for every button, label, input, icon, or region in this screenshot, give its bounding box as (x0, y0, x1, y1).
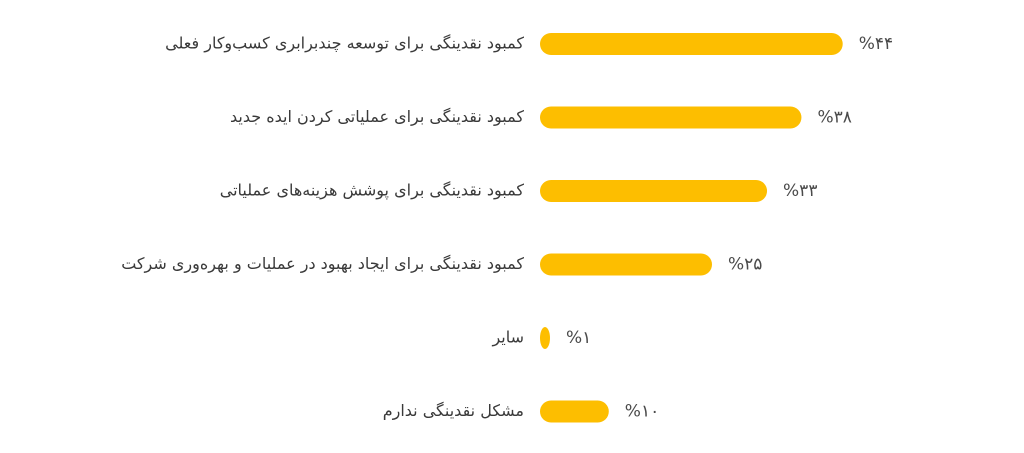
value-label-2: %۳۳ (783, 181, 817, 201)
bar-4 (540, 327, 550, 349)
bar-3 (540, 253, 712, 276)
bar-5 (540, 400, 609, 423)
category-label-3: کمبود نقدینگی برای ایجاد بهبود در عملیات… (121, 254, 524, 274)
category-label-1: کمبود نقدینگی برای عملیاتی کردن ایده جدی… (230, 107, 524, 127)
category-label-5: مشکل نقدینگی ندارم (383, 401, 524, 421)
bar-2 (540, 180, 768, 202)
bars-group: کمبود نقدینگی برای توسعه چندبرابری کسب‌و… (121, 33, 893, 423)
bar-1 (540, 106, 802, 129)
value-label-5: %۱۰ (625, 402, 659, 422)
value-label-4: %۱ (566, 328, 591, 348)
value-label-0: %۴۴ (859, 34, 893, 54)
bar-0 (540, 33, 843, 55)
value-label-3: %۲۵ (728, 255, 762, 275)
category-label-2: کمبود نقدینگی برای پوشش هزینه‌های عملیات… (220, 181, 525, 201)
category-label-4: سایر (491, 328, 524, 348)
value-label-1: %۳۸ (817, 108, 851, 128)
category-label-0: کمبود نقدینگی برای توسعه چندبرابری کسب‌و… (165, 34, 524, 54)
